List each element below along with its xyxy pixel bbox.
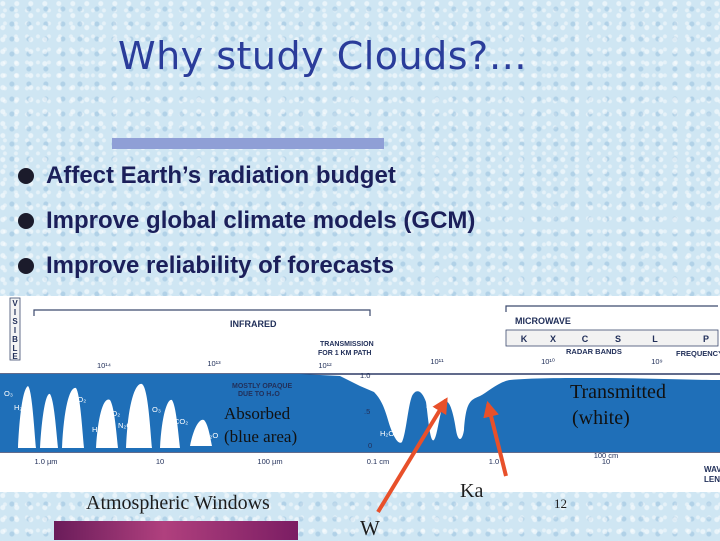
radar-band-letter: C: [582, 334, 589, 344]
ir-window: [62, 387, 84, 448]
molecule-label: CO₂: [106, 409, 120, 418]
wavelength-tick: 1.0: [489, 457, 499, 466]
radar-band-letter: S: [615, 334, 621, 344]
title-underline: [112, 138, 384, 149]
molecule-label: H₂O: [92, 425, 106, 434]
molecule-label: N₂O: [118, 421, 132, 430]
molecule-label: H₂O: [380, 429, 394, 438]
microwave-label: MICROWAVE: [515, 316, 571, 326]
frequency-tick: 10¹¹: [430, 357, 444, 366]
frequency-tick: 10¹²: [318, 361, 332, 370]
visible-letter: S: [12, 317, 18, 326]
opaque-label-line1: MOSTLY OPAQUE: [232, 383, 292, 390]
transmitted-label-line2: (white): [572, 407, 630, 429]
frequency-tick: 10¹⁰: [541, 357, 555, 366]
ir-window: [40, 393, 58, 448]
atmospheric-windows-label: Atmospheric Windows: [86, 492, 270, 514]
bullet-item: Improve reliability of forecasts: [4, 252, 475, 297]
visible-letter: L: [13, 344, 18, 353]
radar-band-letter: P: [703, 334, 709, 344]
bullet-text: Affect Earth’s radiation budget: [46, 162, 396, 189]
absorbed-label-line1: Absorbed: [224, 404, 291, 423]
atmospheric-transmission-spectrum: V I S I B L E INFRARED MICROWAVE K X C S…: [0, 296, 720, 492]
transmitted-label-line1: Transmitted: [570, 381, 666, 403]
footer-color-bar: [54, 521, 298, 540]
microwave-bracket: [505, 305, 718, 312]
w-band-label: W: [360, 516, 380, 540]
wavelength-tick: 1.0 µm: [34, 457, 57, 466]
infrared-bracket: [33, 309, 371, 316]
molecule-label: O₃: [152, 405, 161, 414]
frequency-tick: 10¹³: [207, 359, 221, 368]
w-band-arrow: [376, 397, 448, 514]
visible-letter: I: [14, 326, 16, 335]
wavelength-tick: 0.1 cm: [367, 457, 390, 466]
wavelength-tick: 100 cm: [594, 451, 619, 460]
ir-window: [126, 383, 152, 448]
page-number: 12: [554, 496, 567, 511]
ka-band-arrow: [483, 400, 508, 477]
transmission-tick: 1.0: [360, 371, 370, 380]
radar-band-letter: L: [652, 334, 658, 344]
wavelength-tick: 10: [156, 457, 164, 466]
bullet-icon: [18, 213, 34, 229]
molecule-label: CO₂: [174, 417, 188, 426]
ir-window: [160, 399, 180, 448]
bullet-list: Affect Earth’s radiation budget Improve …: [4, 162, 475, 297]
visible-letter: B: [12, 335, 18, 344]
transmission-label-line1: TRANSMISSION: [320, 341, 374, 348]
wavelength-label-line1: WAV: [704, 465, 720, 474]
molecule-label: H₂O: [132, 411, 146, 420]
frequency-label: FREQUENCY: [676, 349, 720, 358]
molecule-label: H₂O: [14, 403, 28, 412]
bullet-item: Affect Earth’s radiation budget: [4, 162, 475, 207]
opaque-label-line2: DUE TO H₂O: [238, 391, 280, 398]
wavelength-label-line2: LENG: [704, 475, 720, 484]
slide-title: Why study Clouds?…: [118, 34, 528, 78]
molecule-label: O₃: [4, 389, 13, 398]
visible-letter: E: [12, 352, 18, 361]
molecule-label: H₂O: [204, 431, 218, 440]
molecule-label: O₂: [454, 401, 463, 410]
absorbed-label-line2: (blue area): [224, 427, 297, 446]
bullet-icon: [18, 258, 34, 274]
wavelength-tick: 10: [602, 457, 610, 466]
ir-window: [18, 386, 36, 448]
transmission-label-line2: FOR 1 KM PATH: [318, 350, 371, 357]
bullet-text: Improve reliability of forecasts: [46, 252, 395, 279]
wavelength-tick: 100 µm: [257, 457, 282, 466]
absorbed-area: [0, 374, 720, 452]
molecule-label: O₂: [420, 381, 429, 390]
infrared-label: INFRARED: [230, 319, 277, 329]
ir-window: [96, 399, 118, 448]
molecule-label: CO₂: [72, 395, 86, 404]
radar-bands-box: [505, 329, 719, 347]
ir-window: [190, 419, 212, 446]
transmission-tick: .5: [364, 407, 370, 416]
visible-band-strip: [9, 297, 21, 361]
molecule-label: H₂O: [66, 425, 80, 434]
bullet-item: Improve global climate models (GCM): [4, 207, 475, 252]
radar-bands-label: RADAR BANDS: [566, 347, 622, 356]
ka-band-label: Ka: [460, 480, 484, 502]
spectrum-figure: V I S I B L E INFRARED MICROWAVE K X C S…: [0, 296, 720, 492]
transmission-tick: 0: [368, 441, 372, 450]
radar-band-letter: X: [550, 334, 556, 344]
radar-band-letter: K: [521, 334, 528, 344]
visible-letter: I: [14, 308, 16, 317]
frequency-tick: 10⁹: [651, 357, 663, 366]
bullet-icon: [18, 168, 34, 184]
frequency-tick: 10¹⁴: [97, 361, 111, 370]
bullet-text: Improve global climate models (GCM): [46, 207, 476, 234]
visible-letter: V: [12, 299, 18, 308]
